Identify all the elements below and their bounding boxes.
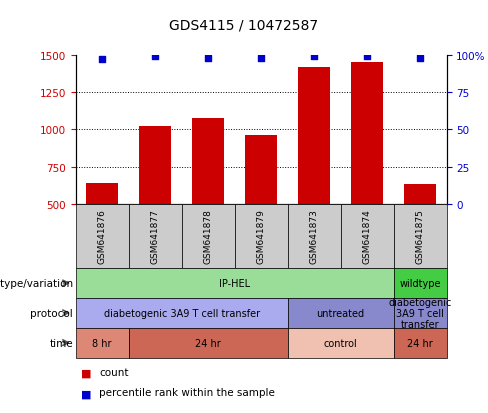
Text: GSM641878: GSM641878 — [203, 209, 213, 264]
Text: genotype/variation: genotype/variation — [0, 278, 73, 288]
Bar — [245, 136, 277, 204]
Text: GSM641873: GSM641873 — [309, 209, 319, 264]
Text: diabetogenic
3A9 T cell
transfer: diabetogenic 3A9 T cell transfer — [388, 297, 452, 329]
Bar — [298, 68, 330, 204]
Text: 24 hr: 24 hr — [407, 338, 433, 348]
Point — [257, 55, 265, 62]
Text: 8 hr: 8 hr — [92, 338, 112, 348]
Bar — [86, 184, 118, 204]
Text: untreated: untreated — [317, 308, 365, 318]
Point — [204, 55, 212, 62]
Point — [363, 54, 371, 61]
Text: percentile rank within the sample: percentile rank within the sample — [99, 387, 275, 397]
Text: GSM641877: GSM641877 — [151, 209, 160, 264]
Text: diabetogenic 3A9 T cell transfer: diabetogenic 3A9 T cell transfer — [103, 308, 260, 318]
Point — [98, 57, 106, 64]
Bar — [139, 127, 171, 204]
Text: GSM641879: GSM641879 — [257, 209, 265, 264]
Text: ■: ■ — [81, 368, 91, 378]
Point — [151, 54, 159, 61]
Point — [310, 54, 318, 61]
Bar — [192, 119, 224, 204]
Text: ■: ■ — [81, 389, 91, 399]
Text: GSM641874: GSM641874 — [363, 209, 371, 264]
Text: time: time — [50, 338, 73, 348]
Text: GSM641875: GSM641875 — [415, 209, 425, 264]
Point — [416, 55, 424, 62]
Bar — [351, 63, 383, 204]
Text: wildtype: wildtype — [399, 278, 441, 288]
Bar — [404, 184, 436, 204]
Text: control: control — [324, 338, 357, 348]
Text: protocol: protocol — [30, 308, 73, 318]
Text: count: count — [99, 367, 128, 377]
Text: GSM641876: GSM641876 — [98, 209, 107, 264]
Text: GDS4115 / 10472587: GDS4115 / 10472587 — [169, 19, 319, 33]
Text: IP-HEL: IP-HEL — [219, 278, 250, 288]
Text: 24 hr: 24 hr — [195, 338, 221, 348]
